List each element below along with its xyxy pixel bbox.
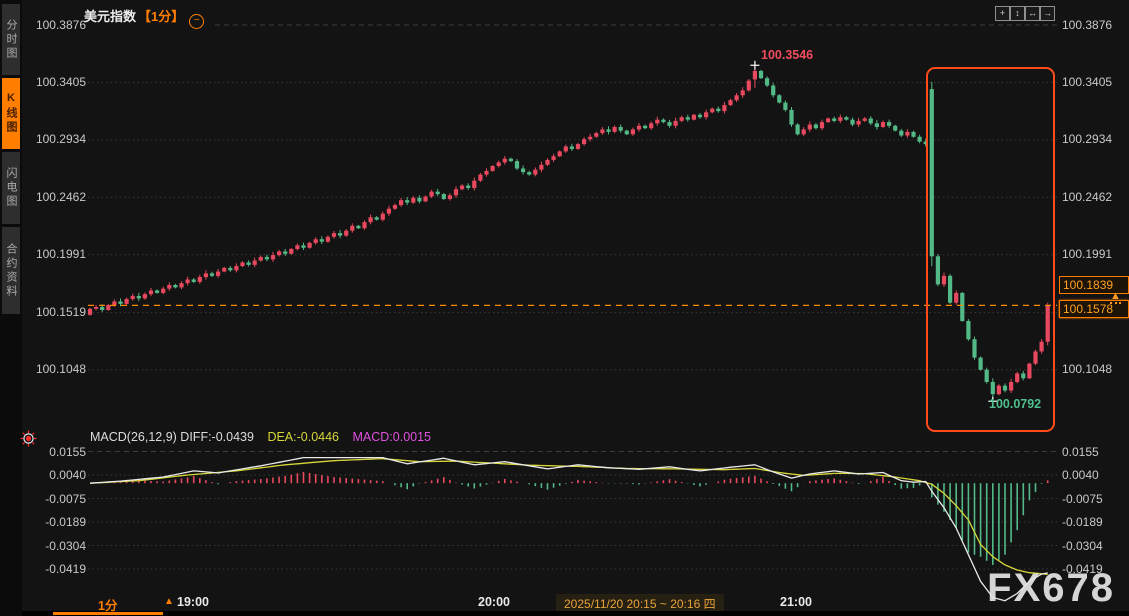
highlighted-date-range: 2025/11/20 20:15 ~ 20:16 四 bbox=[556, 594, 724, 611]
horizontal-scale-icon[interactable]: ↔ bbox=[1025, 6, 1040, 21]
low-price-annotation: 100.0792 bbox=[989, 397, 1042, 411]
price-axis-label: 100.1991 bbox=[1062, 247, 1113, 261]
macd-axis-label: -0.0189 bbox=[1062, 515, 1103, 529]
price-axis-label: 100.2934 bbox=[35, 132, 86, 146]
vertical-scale-icon[interactable]: ↕ bbox=[1010, 6, 1025, 21]
current-price-tag: 100.1578 bbox=[1059, 300, 1129, 318]
pan-right-icon[interactable]: → bbox=[1040, 6, 1055, 21]
macd-axis-label: 0.0155 bbox=[1062, 445, 1099, 459]
macd-axis-label: -0.0075 bbox=[1062, 492, 1103, 506]
macd-axis-label: -0.0189 bbox=[45, 515, 86, 529]
high-price-annotation: 100.3546 bbox=[761, 48, 814, 62]
macd-axis-label: 0.0040 bbox=[1062, 468, 1099, 482]
highlight-rectangle bbox=[926, 67, 1055, 432]
period-tag: 【1分】 bbox=[138, 9, 185, 24]
collapse-indicator-icon[interactable]: − bbox=[189, 14, 205, 29]
macd-axis-label: 0.0040 bbox=[49, 468, 86, 482]
period-selector-underline bbox=[53, 612, 163, 615]
macd-axis-label: -0.0419 bbox=[45, 562, 86, 576]
price-axis-label: 100.1048 bbox=[35, 362, 86, 376]
chart-title-bar: 美元指数 【1分】 − bbox=[84, 6, 205, 29]
macd-axis-label: -0.0419 bbox=[1062, 562, 1103, 576]
upper-price-tag: 100.1839 bbox=[1059, 276, 1129, 294]
macd-axis-label: -0.0304 bbox=[45, 539, 86, 553]
time-axis-label: 21:00 bbox=[780, 595, 812, 609]
sidebar-tab-1[interactable]: 分时图 bbox=[2, 4, 20, 75]
price-axis-label: 100.1519 bbox=[35, 305, 86, 319]
time-axis-tick-strip bbox=[0, 611, 1129, 616]
price-axis-label: 100.2934 bbox=[1062, 132, 1113, 146]
time-axis-label: 20:00 bbox=[478, 595, 510, 609]
macd-params-diff-label: MACD(26,12,9) DIFF:-0.0439 bbox=[90, 430, 254, 444]
price-alert-marker-icon: ▲ bbox=[1110, 290, 1121, 304]
price-axis-label: 100.1048 bbox=[1062, 362, 1113, 376]
macd-axis-label: -0.0075 bbox=[45, 492, 86, 506]
price-axis-label: 100.3876 bbox=[35, 18, 86, 32]
watermark: FX678 bbox=[987, 566, 1115, 610]
period-selector-label: 1分 bbox=[98, 599, 118, 613]
price-axis-label: 100.3876 bbox=[1062, 18, 1113, 32]
time-axis-label: 19:00 bbox=[177, 595, 209, 609]
macd-value-label: MACD:0.0015 bbox=[352, 430, 432, 444]
period-selector[interactable]: 1分 ▲ bbox=[98, 595, 174, 614]
macd-axis-label: 0.0155 bbox=[49, 445, 86, 459]
dropdown-arrow-icon: ▲ bbox=[164, 596, 174, 607]
dea-value-label: DEA:-0.0446 bbox=[267, 430, 340, 444]
crosshair-icon[interactable]: + bbox=[995, 6, 1010, 21]
instrument-title: 美元指数 bbox=[84, 9, 137, 24]
macd-indicator-header: MACD(26,12,9) DIFF:-0.0439 DEA:-0.0446 M… bbox=[90, 430, 431, 444]
sidebar-tab-3[interactable]: 闪电图 bbox=[2, 152, 20, 224]
price-axis-label: 100.2462 bbox=[35, 190, 86, 204]
price-axis-label: 100.2462 bbox=[1062, 190, 1113, 204]
price-axis-label: 100.3405 bbox=[35, 75, 86, 89]
price-axis-label: 100.1991 bbox=[35, 247, 86, 261]
price-axis-label: 100.3405 bbox=[1062, 75, 1113, 89]
sidebar-tab-2[interactable]: K线图 bbox=[2, 78, 20, 149]
macd-axis-label: -0.0304 bbox=[1062, 539, 1103, 553]
live-indicator-icon bbox=[20, 430, 37, 447]
sidebar-tab-4[interactable]: 合约资料 bbox=[2, 227, 20, 314]
